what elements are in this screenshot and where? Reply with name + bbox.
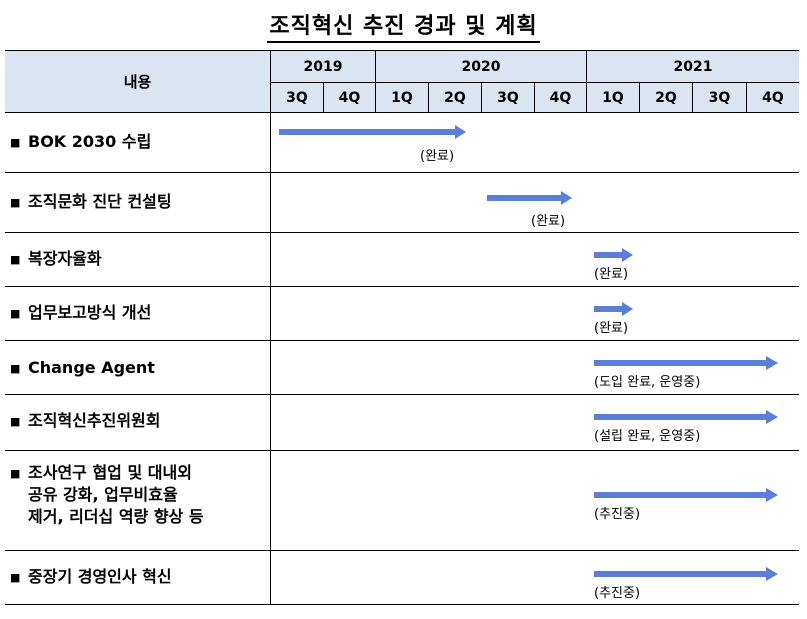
column-divider [270, 50, 271, 605]
quarter-divider [534, 82, 535, 113]
quarter-header: 2Q [640, 83, 692, 112]
arrow-hr-innovation [594, 567, 778, 581]
year-divider [586, 50, 587, 113]
header-bottom-border [5, 112, 799, 113]
row-divider [5, 232, 799, 233]
arrow-bok2030 [279, 125, 466, 139]
row-divider [5, 340, 799, 341]
row-divider [5, 394, 799, 395]
status-label: (완료) [594, 321, 629, 336]
arrow-collaboration [594, 488, 778, 502]
arrow-reporting [594, 302, 633, 316]
quarter-divider [639, 82, 640, 113]
arrow-change-agent [594, 356, 778, 370]
status-label: (완료) [420, 149, 455, 164]
year-header-2020: 2020 [376, 51, 586, 82]
year-divider [375, 50, 376, 113]
row-label-dress-code: ■ 복장자율화 [10, 249, 102, 268]
table-border-top [5, 50, 799, 51]
row-label-reporting: ■ 업무보고방식 개선 [10, 303, 152, 322]
quarter-header: 2Q [429, 83, 481, 112]
quarter-divider [428, 82, 429, 113]
status-label: (도입 완료, 운영중) [594, 375, 701, 390]
page-title: 조직혁신 추진 경과 및 계획 [0, 8, 807, 43]
row-divider [5, 550, 799, 551]
row-label-change-agent: ■ Change Agent [10, 358, 155, 377]
quarter-divider [692, 82, 693, 113]
arrow-culture-consulting [487, 191, 572, 205]
row-label-collaboration: ■ 조사연구 협업 및 대내외 공유 강화, 업무비효율 제거, 리더십 역량 향… [10, 463, 204, 526]
quarter-header: 4Q [535, 83, 586, 112]
quarter-header: 1Q [376, 83, 428, 112]
content-header: 내용 [5, 51, 270, 112]
status-label: (완료) [531, 214, 566, 229]
row-label-hr-innovation: ■ 중장기 경영인사 혁신 [10, 567, 172, 586]
table-border-bottom [5, 604, 799, 605]
quarter-header: 4Q [747, 83, 799, 112]
row-label-culture-consulting: ■ 조직문화 진단 컨설팅 [10, 192, 172, 211]
quarter-divider [323, 82, 324, 113]
status-label: (추진중) [594, 507, 641, 522]
quarter-header: 3Q [271, 83, 323, 112]
year-header-2021: 2021 [587, 51, 799, 82]
quarter-header: 3Q [693, 83, 746, 112]
status-label: (설립 완료, 운영중) [594, 429, 701, 444]
quarter-divider [746, 82, 747, 113]
row-divider [5, 286, 799, 287]
row-divider [5, 450, 799, 451]
quarter-header: 3Q [482, 83, 534, 112]
arrow-committee [594, 410, 778, 424]
status-label: (추진중) [594, 586, 641, 601]
quarter-header: 1Q [587, 83, 639, 112]
quarter-header: 4Q [324, 83, 375, 112]
arrow-dress-code [594, 248, 633, 262]
year-header-2019: 2019 [271, 51, 375, 82]
row-divider [5, 172, 799, 173]
status-label: (완료) [594, 267, 629, 282]
row-label-committee: ■ 조직혁신추진위원회 [10, 411, 161, 430]
row-label-bok2030: ■ BOK 2030 수립 [10, 132, 152, 151]
quarter-divider [481, 82, 482, 113]
